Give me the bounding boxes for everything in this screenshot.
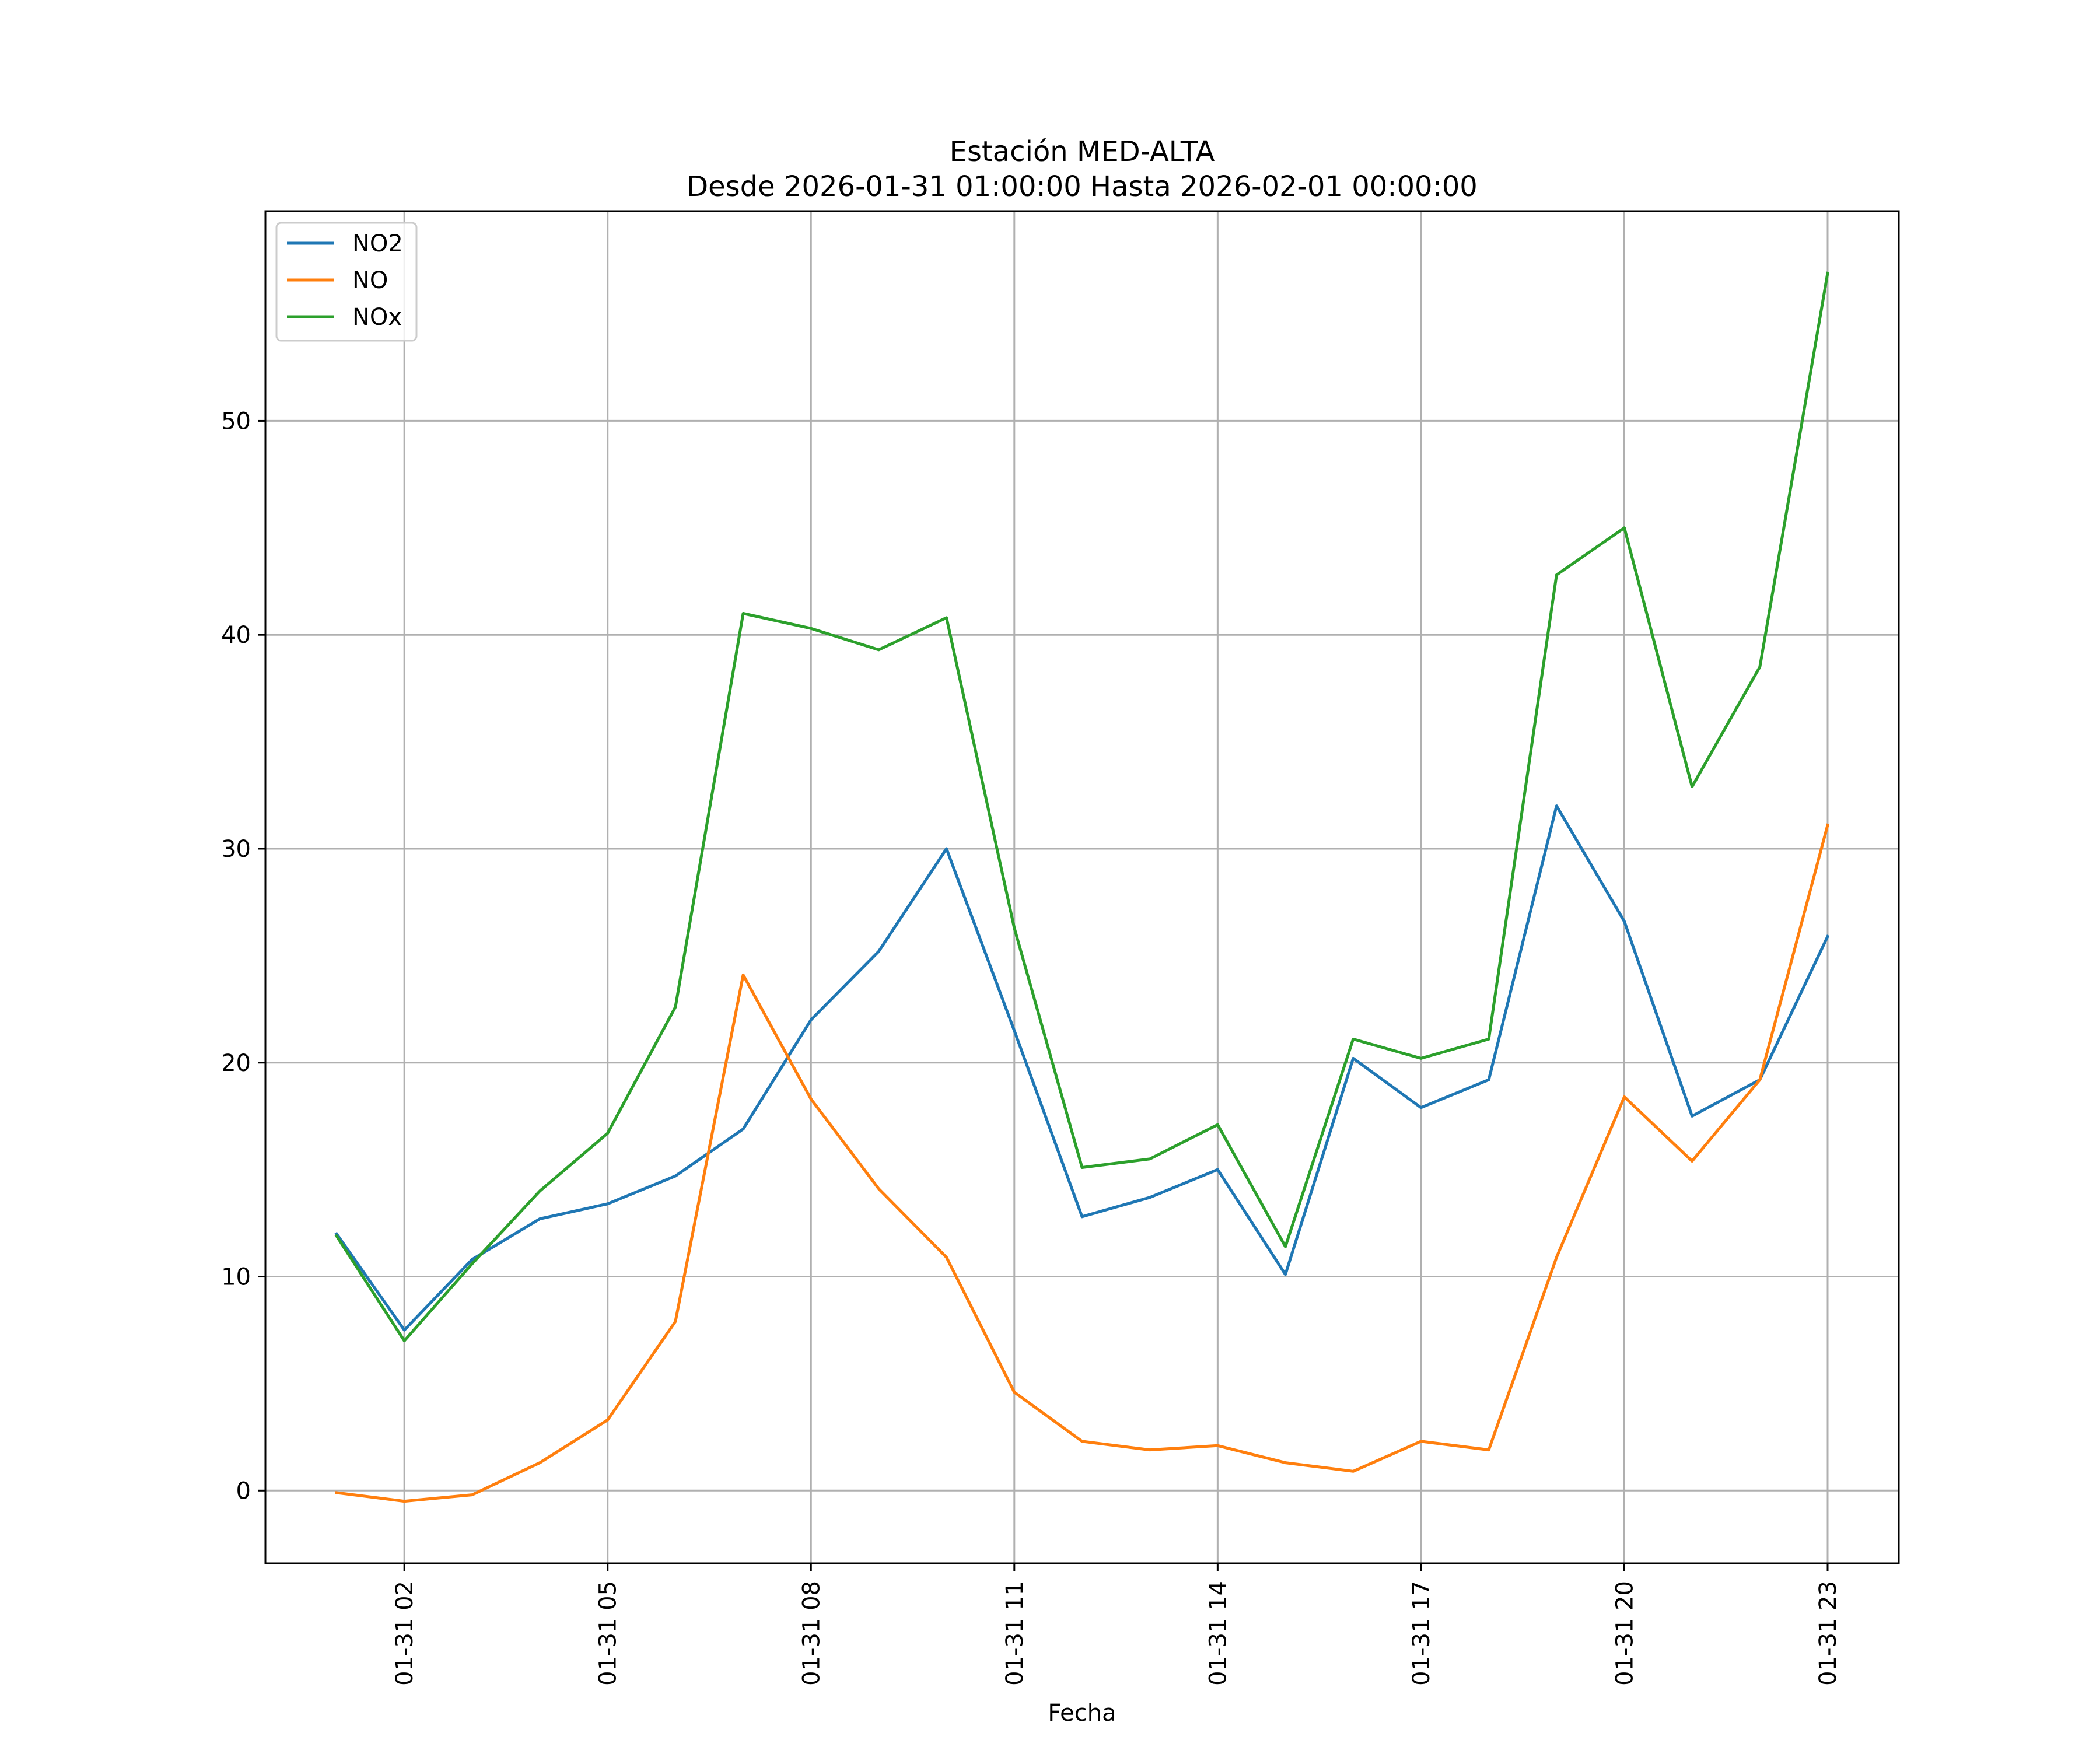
y-tick-label: 50 (221, 408, 251, 435)
x-tick-label: 01-31 08 (798, 1581, 825, 1686)
y-tick-label: 10 (221, 1264, 251, 1291)
y-tick-label: 20 (221, 1050, 251, 1077)
plot-frame (264, 210, 1900, 1564)
legend-label-nox: NOx (352, 304, 402, 331)
series-line-nox (334, 271, 1829, 1343)
x-tick-label: 01-31 17 (1408, 1581, 1435, 1686)
ticks-layer: 0 10 20 30 40 50 01-31 02 01-31 05 01-31 08 01-31… (221, 408, 1842, 1685)
x-tick-label: 01-31 23 (1815, 1581, 1842, 1686)
series-layer (334, 271, 1830, 1503)
chart-title: Estación MED-ALTA (950, 135, 1215, 168)
y-tick-label: 30 (221, 836, 251, 863)
grid-layer (265, 211, 1899, 1563)
y-tick-label: 40 (221, 622, 251, 649)
legend: NO2 NO NOx (275, 222, 418, 342)
x-tick-label: 01-31 20 (1611, 1581, 1638, 1686)
x-tick-label: 01-31 11 (1002, 1581, 1028, 1686)
chart-subtitle: Desde 2026-01-31 01:00:00 Hasta 2026-02-… (687, 170, 1478, 203)
legend-label-no2: NO2 (352, 230, 403, 257)
legend-box (275, 222, 418, 342)
series-line-no (335, 823, 1830, 1503)
y-tick-label: 0 (236, 1478, 251, 1504)
x-axis-label: Fecha (1048, 1700, 1116, 1727)
legend-label-no: NO (352, 267, 388, 294)
x-tick-label: 01-31 14 (1205, 1581, 1231, 1686)
x-tick-label: 01-31 02 (391, 1581, 418, 1686)
x-tick-label: 01-31 05 (595, 1581, 622, 1686)
series-line-no2 (334, 804, 1830, 1332)
